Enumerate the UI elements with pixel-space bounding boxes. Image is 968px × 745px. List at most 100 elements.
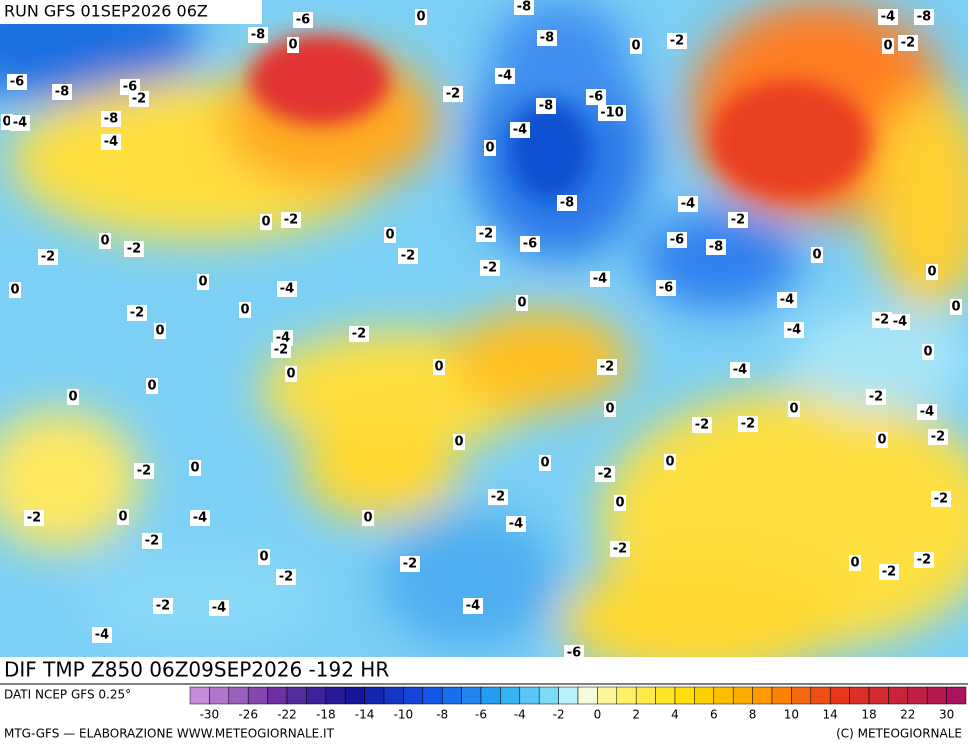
scale-label: -6 xyxy=(475,708,487,722)
contour-label: 0 xyxy=(789,402,798,417)
contour-label: -8 xyxy=(917,10,931,25)
contour-label: 0 xyxy=(631,39,640,54)
scale-swatch xyxy=(771,686,792,705)
contour-label: 0 xyxy=(288,38,297,53)
contour-label: 0 xyxy=(261,215,270,230)
contour-label: -2 xyxy=(284,213,298,228)
label-box xyxy=(678,196,698,212)
label-box xyxy=(24,510,44,526)
label-box xyxy=(914,9,934,25)
label-box xyxy=(630,38,642,54)
scale-swatch xyxy=(868,686,889,705)
contour-label: 0 xyxy=(10,283,19,298)
contour-label: -8 xyxy=(55,85,69,100)
label-box xyxy=(610,541,630,557)
contour-label: 0 xyxy=(190,461,199,476)
scale-swatch xyxy=(829,686,850,705)
contour-label: -4 xyxy=(104,135,118,150)
scale-swatch xyxy=(926,686,947,705)
label-box xyxy=(890,314,910,330)
contour-label: -2 xyxy=(613,542,627,557)
contour-label: -2 xyxy=(279,570,293,585)
contour-label: 0 xyxy=(951,300,960,315)
contour-label: -8 xyxy=(539,99,553,114)
label-box xyxy=(706,239,726,255)
contour-labels: -6-800-8-8-4-2 -6-10-8-400 -2-4 -80 -2-6-8 -6… xyxy=(1,0,962,661)
label-box xyxy=(276,569,296,585)
credits: MTG-GFS — ELABORAZIONE WWW.METEOGIORNALE… xyxy=(4,727,335,741)
label-box xyxy=(476,226,496,242)
contour-label: -4 xyxy=(881,10,895,25)
contour-label: 0 xyxy=(665,455,674,470)
scale-swatch xyxy=(500,686,521,705)
label-box xyxy=(99,233,111,249)
contour-label: 0 xyxy=(434,360,443,375)
scale-label: -18 xyxy=(316,708,336,722)
label-box xyxy=(277,281,297,297)
contour-label: -4 xyxy=(280,282,294,297)
label-box xyxy=(129,91,149,107)
label-box xyxy=(872,312,892,328)
label-box xyxy=(730,362,750,378)
contour-label: 0 xyxy=(259,550,268,565)
contour-label: -2 xyxy=(130,306,144,321)
contour-label: -4 xyxy=(733,363,747,378)
contour-label: -2 xyxy=(352,327,366,342)
contour-label: 0 xyxy=(850,556,859,571)
contour-label: -8 xyxy=(104,112,118,127)
contour-label: -4 xyxy=(893,315,907,330)
contour-label: -2 xyxy=(598,467,612,482)
contour-label: -4 xyxy=(466,599,480,614)
scale-swatch xyxy=(286,686,307,705)
scale-swatch xyxy=(461,686,482,705)
contour-label: -2 xyxy=(869,390,883,405)
contour-label: -6 xyxy=(659,281,673,296)
contour-label: -2 xyxy=(145,534,159,549)
label-box xyxy=(931,491,951,507)
contour-label: -8 xyxy=(251,28,265,43)
label-box xyxy=(866,389,886,405)
label-box xyxy=(415,9,427,25)
contour-label: -2 xyxy=(401,249,415,264)
contour-label: -8 xyxy=(540,31,554,46)
contour-label: -2 xyxy=(137,464,151,479)
scale-swatch xyxy=(791,686,812,705)
label-box xyxy=(400,556,420,572)
label-box xyxy=(127,305,147,321)
scale-swatch xyxy=(907,686,928,705)
label-box xyxy=(209,600,229,616)
contour-label: -2 xyxy=(41,250,55,265)
scale-label: 30 xyxy=(939,708,954,722)
label-box xyxy=(281,212,301,228)
label-box xyxy=(604,401,616,417)
scale-swatch xyxy=(577,686,598,705)
scale-label: -4 xyxy=(514,708,526,722)
scale-label: 4 xyxy=(671,708,679,722)
label-box xyxy=(536,98,556,114)
contour-label: -4 xyxy=(498,69,512,84)
contour-label: -6 xyxy=(123,80,137,95)
label-box xyxy=(876,432,888,448)
label-box xyxy=(52,84,72,100)
contour-label: -2 xyxy=(600,360,614,375)
label-box xyxy=(777,292,797,308)
contour-label: 0 xyxy=(118,510,127,525)
label-box xyxy=(287,37,299,53)
label-box xyxy=(248,27,268,43)
scale-label: 0 xyxy=(594,708,602,722)
contour-label: -4 xyxy=(920,405,934,420)
scale-swatch xyxy=(383,686,404,705)
contour-label: -4 xyxy=(193,511,207,526)
contour-label: -4 xyxy=(13,116,27,131)
contour-label: -2 xyxy=(875,313,889,328)
label-box xyxy=(124,241,144,257)
label-box xyxy=(728,212,748,228)
label-box xyxy=(189,460,201,476)
run-box xyxy=(0,0,262,24)
label-box xyxy=(488,489,508,505)
source: DATI NCEP GFS 0.25° xyxy=(4,688,131,702)
scale-label: 18 xyxy=(861,708,876,722)
contour-label: -6 xyxy=(670,233,684,248)
contour-label: -2 xyxy=(741,417,755,432)
label-box xyxy=(7,74,27,90)
